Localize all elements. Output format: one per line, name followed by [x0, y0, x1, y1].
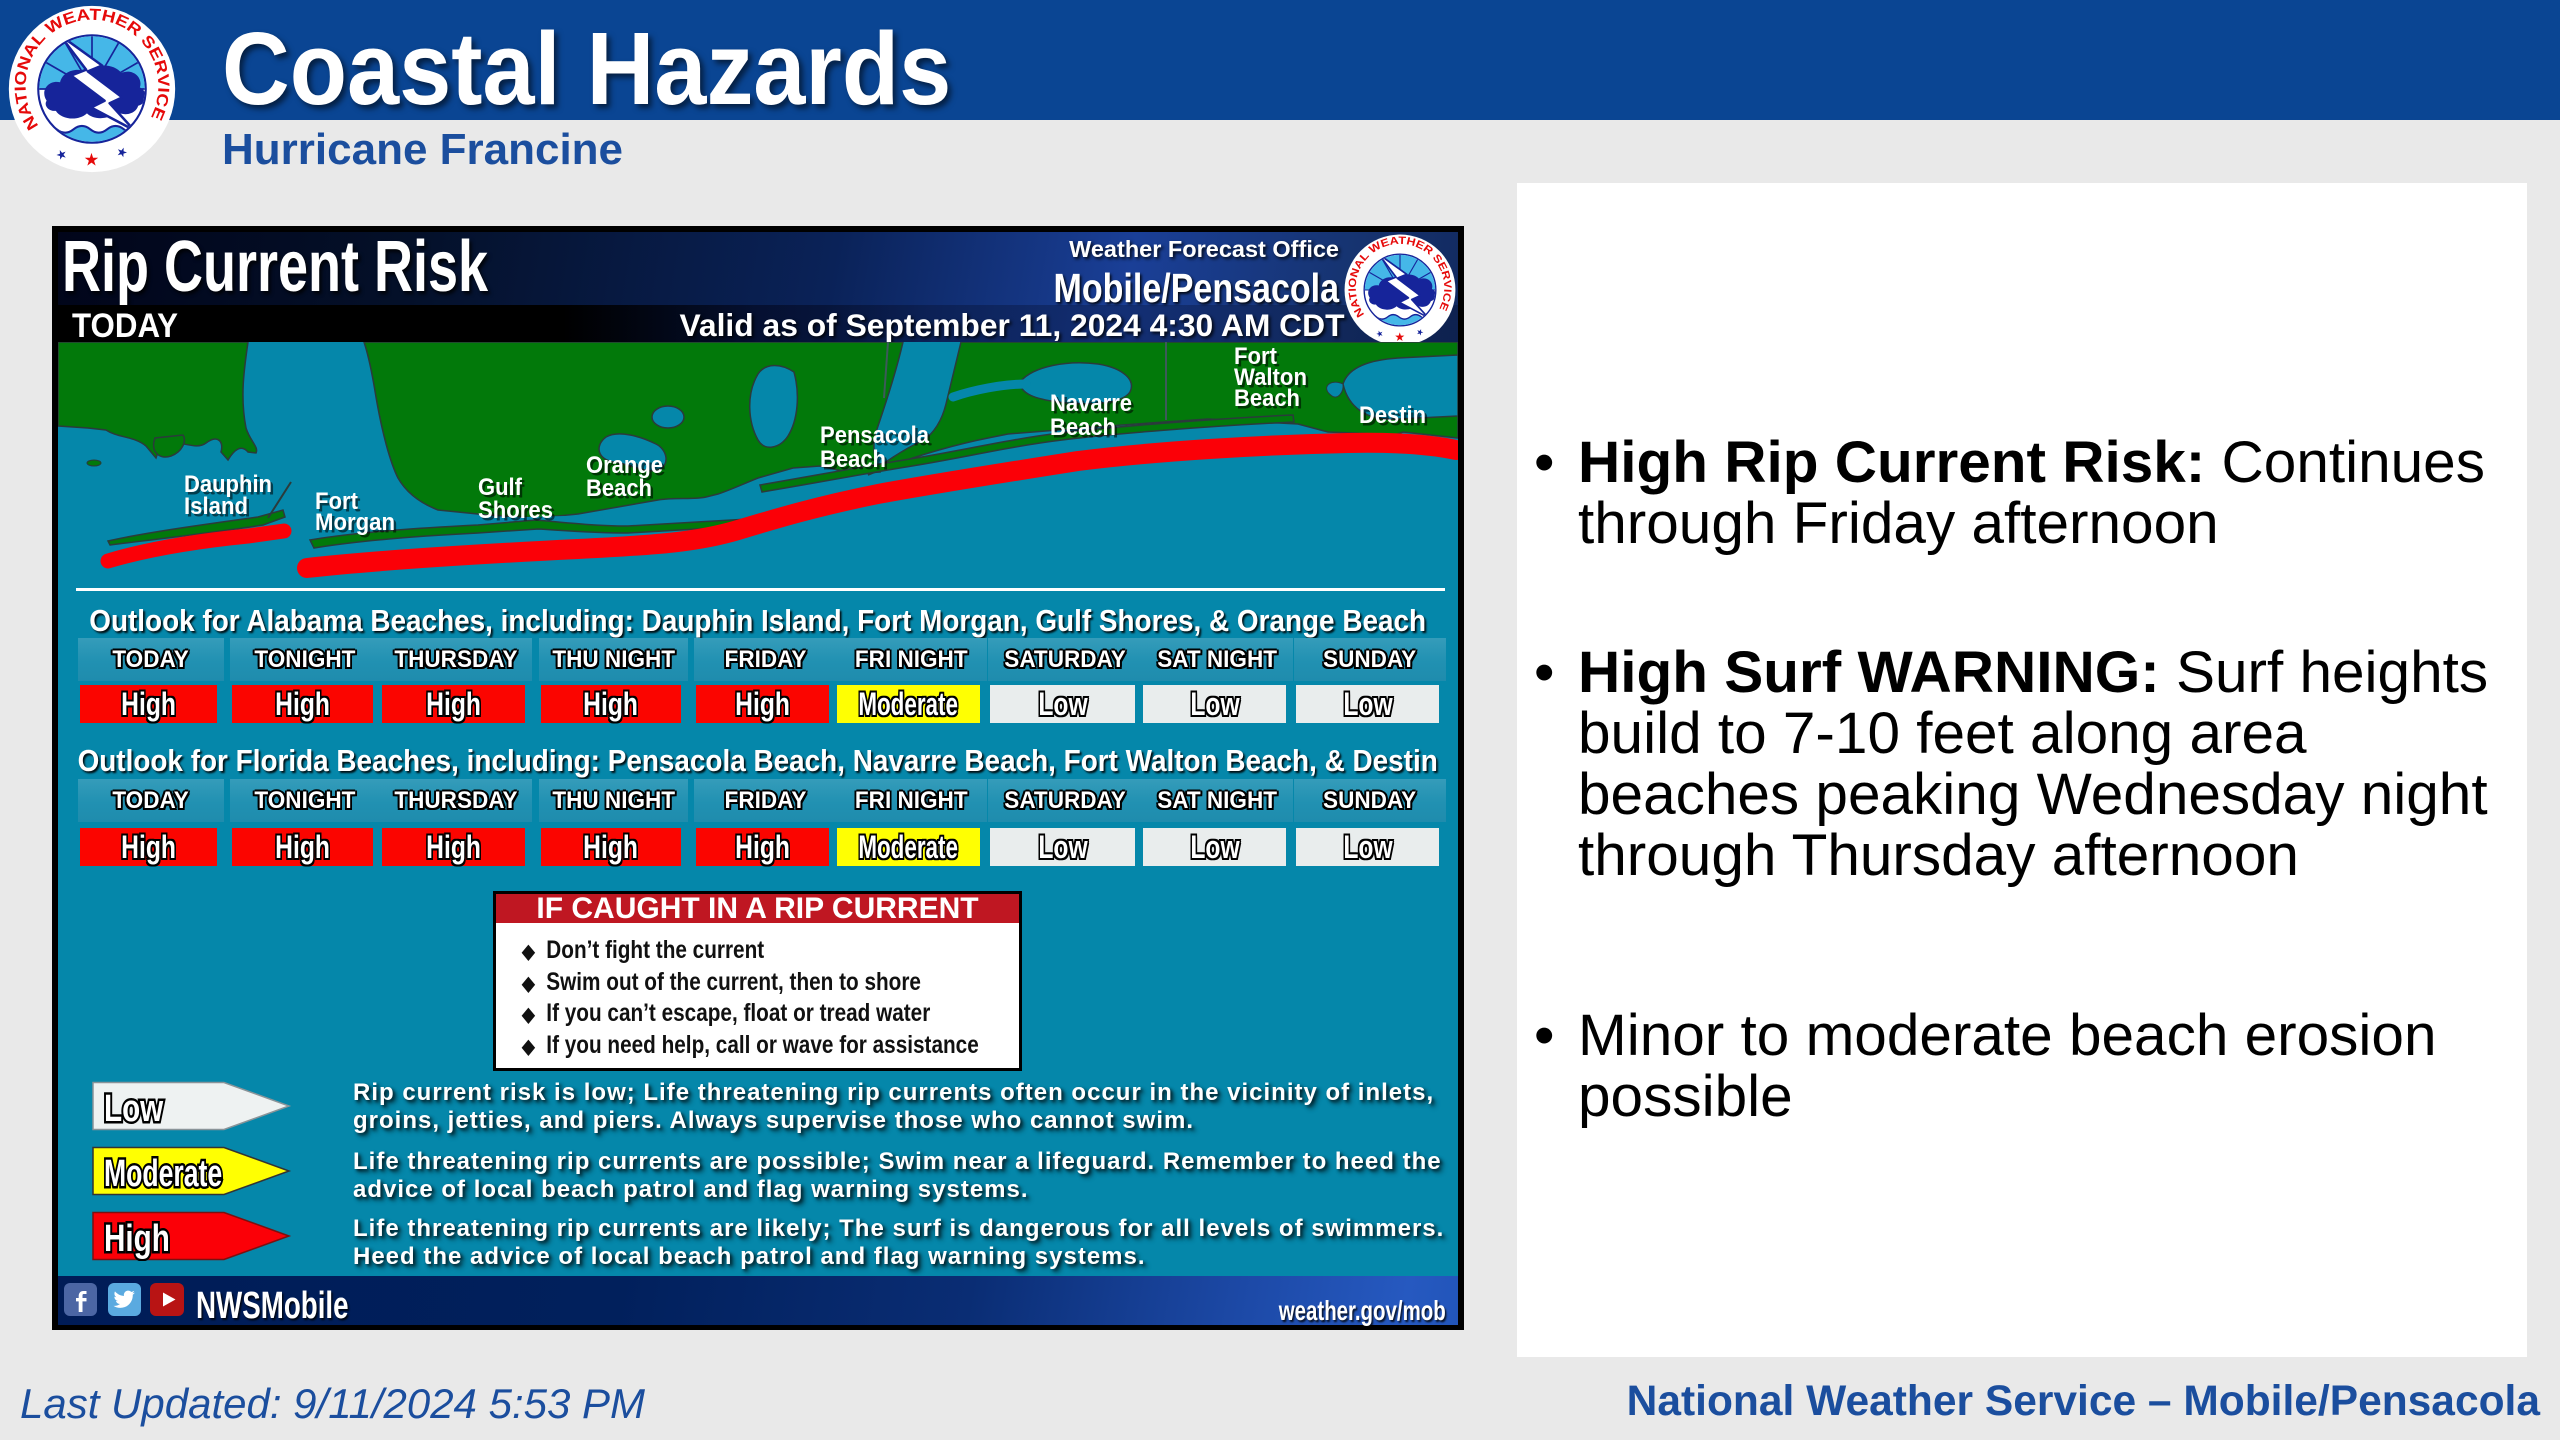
svg-text:Low: Low	[104, 1088, 164, 1130]
svg-text:Moderate: Moderate	[104, 1151, 222, 1194]
svg-text:Navarre: Navarre	[1050, 390, 1132, 417]
svg-text:Fort: Fort	[1237, 346, 1280, 373]
svg-text:Beach: Beach	[820, 446, 886, 473]
svg-text:Island: Island	[187, 496, 251, 523]
svg-text:Walton: Walton	[1237, 367, 1310, 394]
svg-text:Shores: Shores	[481, 500, 556, 527]
svg-text:Walton: Walton	[1234, 364, 1307, 391]
svg-text:High: High	[104, 1218, 170, 1260]
svg-text:Beach: Beach	[1050, 414, 1116, 441]
svg-text:Fort: Fort	[318, 491, 361, 518]
svg-text:Morgan: Morgan	[318, 512, 398, 539]
svg-text:Beach: Beach	[586, 475, 652, 502]
svg-text:Dauphin: Dauphin	[184, 471, 272, 498]
svg-text:Beach: Beach	[823, 449, 889, 476]
svg-text:Gulf: Gulf	[481, 477, 526, 504]
svg-text:★: ★	[1415, 326, 1425, 338]
svg-text:Dauphin: Dauphin	[187, 474, 275, 501]
svg-text:Navarre: Navarre	[1053, 393, 1135, 420]
svg-text:Pensacola: Pensacola	[820, 422, 929, 449]
svg-text:Beach: Beach	[589, 478, 655, 505]
svg-text:★: ★	[54, 146, 69, 163]
svg-text:Destin: Destin	[1362, 405, 1429, 432]
svg-text:Morgan: Morgan	[315, 509, 395, 536]
svg-text:Fort: Fort	[1234, 343, 1277, 370]
svg-text:Orange: Orange	[586, 452, 663, 479]
svg-text:★: ★	[1374, 328, 1384, 340]
svg-text:Shores: Shores	[478, 497, 553, 524]
svg-text:Beach: Beach	[1053, 417, 1119, 444]
svg-text:Beach: Beach	[1234, 385, 1300, 412]
svg-text:★: ★	[114, 144, 129, 161]
svg-text:Gulf: Gulf	[478, 474, 523, 501]
svg-text:Fort: Fort	[315, 488, 358, 515]
svg-text:Destin: Destin	[1359, 402, 1426, 429]
svg-text:Orange: Orange	[589, 455, 666, 482]
svg-text:★: ★	[84, 149, 100, 169]
svg-text:Beach: Beach	[1237, 388, 1303, 415]
svg-text:Island: Island	[184, 493, 248, 520]
svg-text:★: ★	[1394, 331, 1405, 344]
svg-text:Pensacola: Pensacola	[823, 425, 932, 452]
